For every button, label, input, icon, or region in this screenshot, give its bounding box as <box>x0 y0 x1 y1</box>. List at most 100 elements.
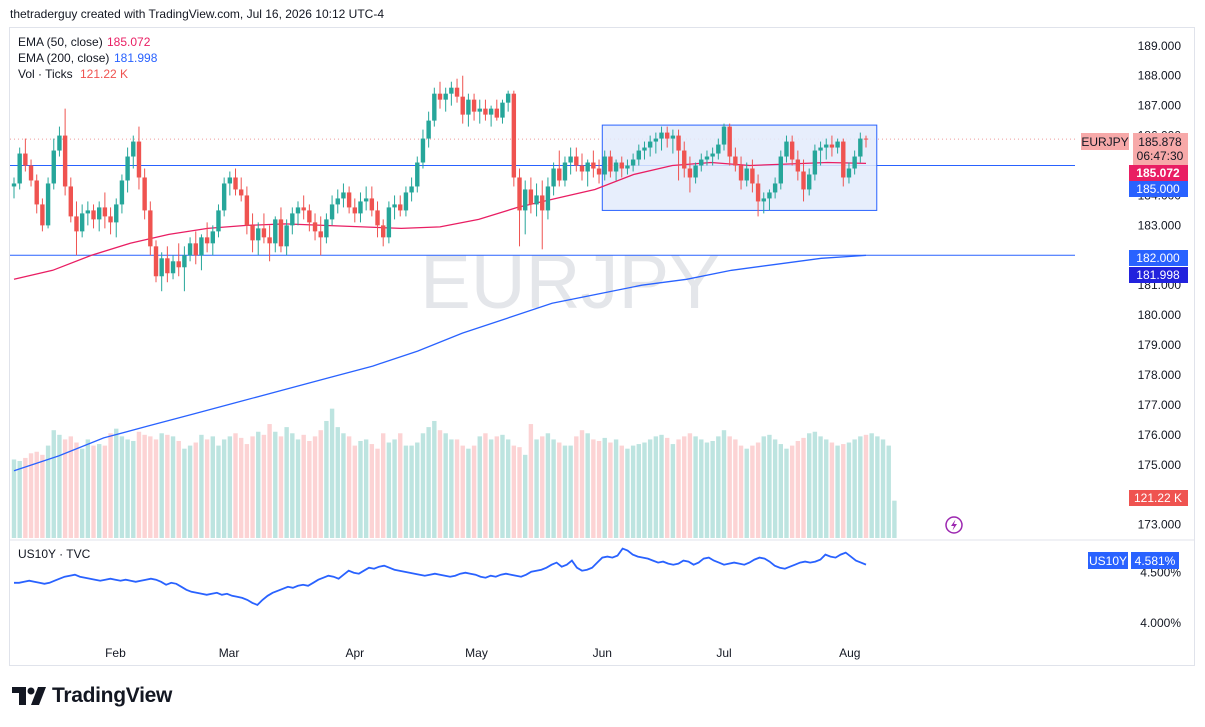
ema-50-path <box>13 161 867 280</box>
volume-bar <box>346 436 352 538</box>
candle-body <box>62 135 68 187</box>
price-axis-label: 178.000 <box>1138 368 1182 382</box>
candle-body <box>11 183 17 187</box>
volume-bar <box>835 445 840 538</box>
volume-bar <box>574 436 579 538</box>
volume-bar <box>551 439 556 538</box>
candle-body <box>307 210 312 223</box>
volume-bar <box>62 439 68 538</box>
candle-body <box>102 207 108 217</box>
candle-body <box>375 210 380 226</box>
volume-bar <box>721 430 727 538</box>
volume-bar <box>858 436 863 538</box>
volume-bar <box>846 442 852 538</box>
volume-bar <box>136 431 142 538</box>
volume-bar <box>57 434 62 538</box>
volume-bar <box>352 445 357 538</box>
ema-200-line <box>13 254 867 472</box>
candle-body <box>545 186 551 211</box>
ema-200-path <box>13 254 867 472</box>
volume-bar <box>579 430 585 538</box>
candle-body <box>119 180 125 205</box>
volume-bar <box>636 444 641 538</box>
volume-bar <box>534 439 539 538</box>
symbol-tag-name: EURJPY <box>1081 135 1128 149</box>
volume-bar <box>665 437 670 538</box>
volume-bar <box>256 431 261 538</box>
price-axis-label: 175.000 <box>1138 458 1182 472</box>
volume-bar <box>801 437 806 538</box>
volume-bar <box>875 436 880 538</box>
volume-bar <box>239 437 244 538</box>
candle-body <box>45 183 51 226</box>
candle-body <box>647 141 653 148</box>
candle-body <box>324 219 329 238</box>
candle-body <box>767 192 772 199</box>
candle-body <box>221 183 227 211</box>
candle-body <box>852 156 857 169</box>
ema50-legend-label[interactable]: EMA (50, close) <box>18 35 103 49</box>
price-axis[interactable]: 189.000188.000187.000186.000185.000184.0… <box>1138 39 1182 532</box>
candle-body <box>341 192 346 199</box>
candle-body <box>738 165 744 181</box>
candle-body <box>795 159 801 172</box>
candle-body <box>807 174 812 190</box>
chart-frame[interactable] <box>9 27 1195 666</box>
candle-body <box>619 162 624 169</box>
volume-bar <box>290 433 295 538</box>
volume-legend-label[interactable]: Vol · Ticks <box>18 67 73 81</box>
volume-bar <box>744 448 749 538</box>
volume-bar <box>841 444 846 538</box>
volume-bar <box>199 434 204 538</box>
volume-bar <box>505 439 511 538</box>
candle-body <box>727 126 732 157</box>
price-axis-label: 180.000 <box>1138 308 1182 322</box>
volume-bar <box>460 445 465 538</box>
volume-bar <box>250 436 255 538</box>
us10y-pane-title[interactable]: US10Y · TVC <box>18 547 91 561</box>
volume-bar <box>386 442 392 538</box>
volume-bar <box>273 431 278 538</box>
volume-bar <box>301 434 306 538</box>
candle-body <box>659 132 664 139</box>
volume-bar <box>477 436 482 538</box>
volume-bar <box>11 459 17 538</box>
candle-body <box>426 120 431 139</box>
volume-bar <box>767 434 772 538</box>
price-axis-label: 176.000 <box>1138 428 1182 442</box>
time-axis[interactable]: Feb Mar Apr May Jun Jul Aug <box>105 646 860 660</box>
volume-bars <box>11 408 897 538</box>
volume-bar <box>45 445 51 538</box>
candle-body <box>568 156 573 163</box>
ema-50-line <box>13 161 867 280</box>
ema200-price-tag: 181.998 <box>1129 267 1188 283</box>
ema200-legend-value: 181.998 <box>114 51 158 65</box>
candle-body <box>744 168 749 181</box>
ema200-legend-label[interactable]: EMA (200, close) <box>18 51 109 65</box>
volume-bar <box>216 445 221 538</box>
volume-bar <box>750 445 755 538</box>
volume-bar <box>335 427 340 538</box>
tradingview-logo[interactable]: TradingView <box>12 684 172 708</box>
lightning-icon[interactable] <box>945 516 963 534</box>
volume-bar <box>596 440 602 538</box>
volume-bar <box>204 439 210 538</box>
volume-bar <box>483 433 488 538</box>
tradingview-logo-icon <box>12 687 46 705</box>
candle-body <box>721 126 727 145</box>
candle-body <box>579 165 585 172</box>
candle-body <box>551 168 556 187</box>
candle-body <box>505 93 511 103</box>
volume-bar <box>324 420 329 538</box>
volume-bar <box>182 448 187 538</box>
volume-bar <box>591 439 596 538</box>
time-axis-label: Jul <box>716 646 731 660</box>
volume-bar <box>432 420 437 538</box>
candle-body <box>420 138 426 163</box>
candle-body <box>778 156 783 184</box>
chart-attribution: thetraderguy created with TradingView.co… <box>10 7 384 21</box>
candle-body <box>381 225 386 238</box>
candle-body <box>443 93 448 100</box>
volume-bar <box>233 433 238 538</box>
